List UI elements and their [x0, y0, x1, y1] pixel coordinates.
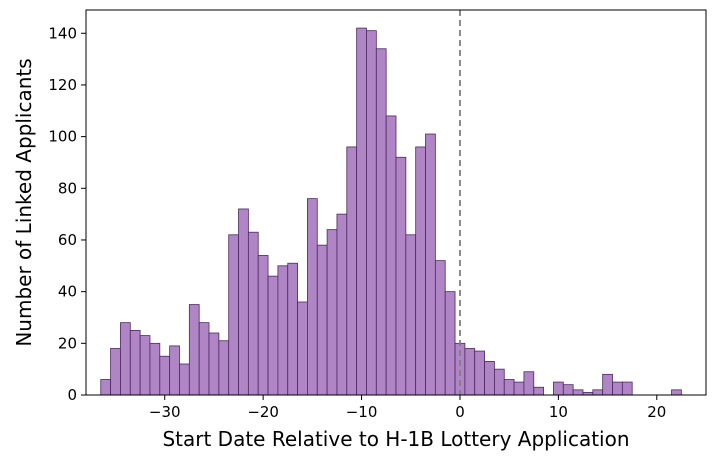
- histogram-bar: [277, 265, 289, 396]
- histogram-bar: [336, 213, 348, 396]
- histogram-bar: [366, 30, 377, 396]
- histogram-bar: [287, 262, 298, 396]
- x-axis-label: Start Date Relative to H-1B Lottery Appl…: [162, 427, 629, 451]
- y-tick-label: 20: [58, 334, 77, 352]
- y-tick-label: 40: [58, 283, 77, 301]
- histogram-bar: [385, 115, 397, 396]
- histogram-bar: [484, 361, 495, 396]
- bar-group: [100, 27, 682, 396]
- histogram-bar: [238, 208, 249, 396]
- histogram-bar: [110, 348, 121, 396]
- histogram-bar: [671, 389, 682, 396]
- x-axis: −30 −20 −10 0 10 20: [149, 395, 666, 421]
- histogram-bar: [434, 260, 446, 396]
- y-tick-label: 100: [48, 128, 77, 146]
- histogram-bar: [395, 156, 407, 396]
- y-tick-label: 120: [48, 76, 77, 94]
- histogram-bar: [572, 389, 584, 396]
- histogram-bar: [316, 244, 328, 396]
- histogram-bar: [247, 231, 259, 396]
- histogram-bar: [523, 371, 535, 396]
- histogram-bar: [602, 373, 613, 396]
- histogram-bar: [267, 275, 279, 396]
- histogram-bar: [228, 234, 239, 396]
- histogram-bar: [513, 381, 525, 396]
- histogram-bar: [208, 332, 220, 396]
- histogram-bar: [188, 304, 200, 396]
- histogram-bar: [503, 379, 515, 396]
- histogram-bar: [356, 27, 367, 396]
- y-axis: 0 20 40 60 80 100 120 140: [48, 24, 86, 404]
- plot-frame: [85, 9, 707, 396]
- histogram-bar: [218, 340, 230, 396]
- histogram-bar: [474, 350, 485, 396]
- histogram-bar: [120, 322, 131, 396]
- histogram-bar: [553, 381, 564, 396]
- histogram-bar: [405, 234, 417, 396]
- histogram-bar: [621, 381, 633, 396]
- histogram-bar: [592, 389, 604, 396]
- y-tick-label: 60: [58, 231, 77, 249]
- histogram-bar: [179, 363, 190, 396]
- y-axis-label: Number of Linked Applicants: [12, 58, 36, 346]
- histogram-bar: [100, 379, 112, 396]
- x-tick-label: −10: [346, 403, 378, 421]
- histogram-bar: [346, 146, 358, 396]
- histogram-bar: [139, 335, 151, 396]
- histogram-bar: [159, 355, 171, 396]
- y-tick-label: 0: [67, 386, 77, 404]
- y-tick-label: 140: [48, 24, 77, 42]
- histogram-bar: [415, 146, 426, 396]
- histogram-bar: [425, 133, 436, 396]
- x-tick-label: −30: [149, 403, 181, 421]
- histogram-bar: [562, 384, 574, 396]
- histogram-bar: [375, 48, 387, 396]
- histogram-bar: [494, 368, 505, 396]
- histogram-bar: [257, 255, 269, 396]
- histogram-bar: [169, 345, 180, 396]
- histogram-bar: [533, 386, 545, 396]
- x-tick-label: 20: [647, 403, 666, 421]
- histogram-bar: [612, 381, 623, 396]
- histogram-bar: [198, 322, 210, 396]
- x-tick-label: 0: [455, 403, 465, 421]
- y-tick-label: 80: [58, 179, 77, 197]
- histogram-bar: [444, 291, 456, 396]
- histogram-bar: [464, 348, 476, 396]
- x-tick-label: −20: [247, 403, 279, 421]
- histogram-bar: [149, 342, 161, 396]
- histogram-bar: [326, 229, 338, 396]
- histogram-bar: [307, 198, 318, 396]
- histogram-bar: [129, 330, 141, 396]
- histogram-bar: [297, 301, 308, 396]
- x-tick-label: 10: [549, 403, 568, 421]
